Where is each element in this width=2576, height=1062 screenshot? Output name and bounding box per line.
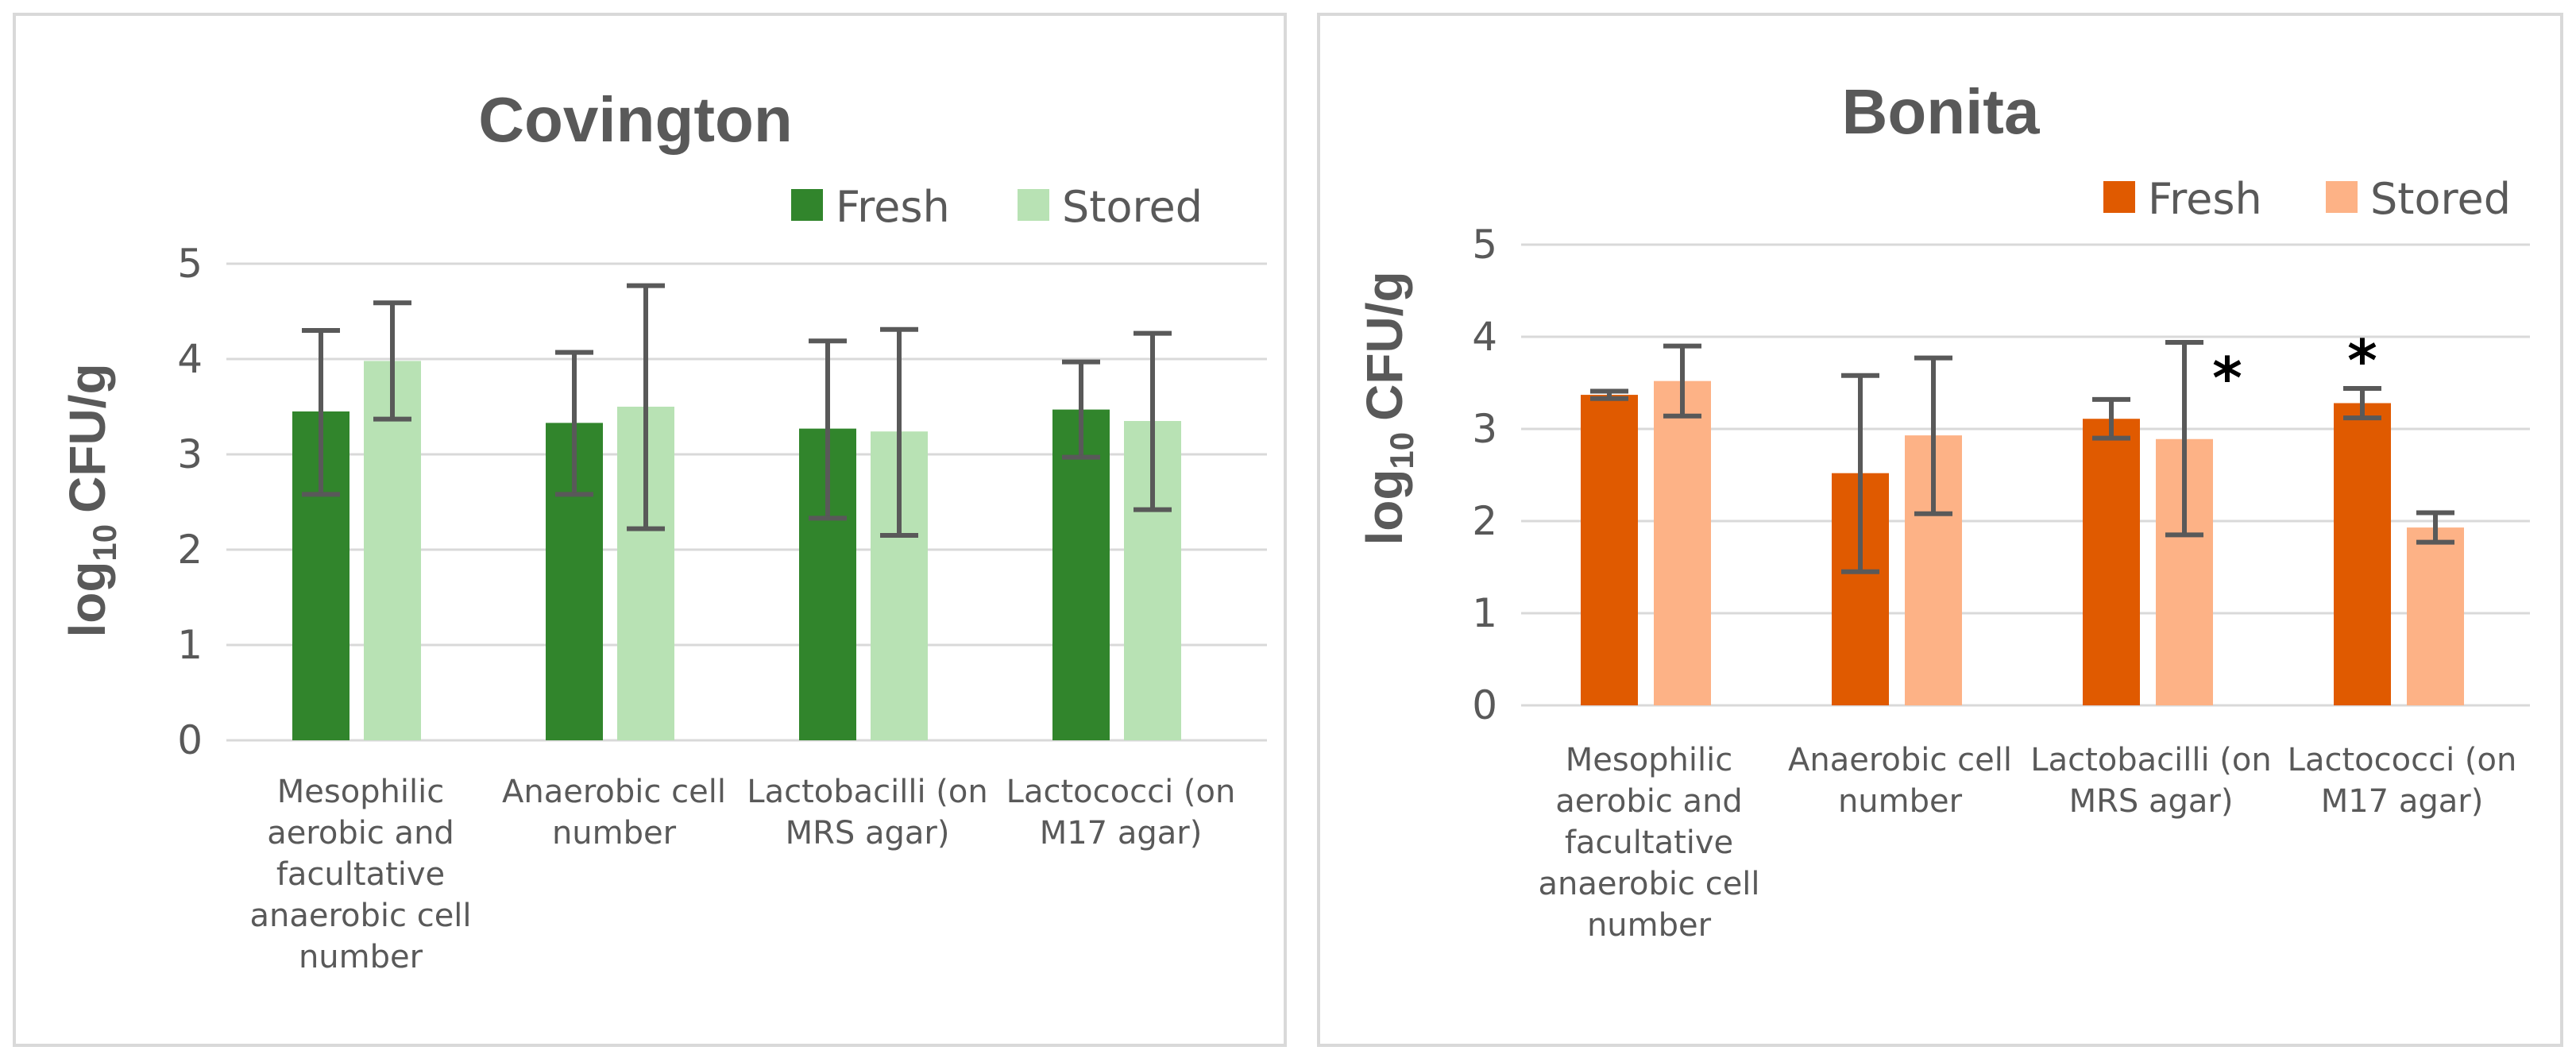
x-category-label: Anaerobic cell number xyxy=(1788,742,2012,820)
y-tick-label: 0 xyxy=(177,717,203,763)
chart-panel-bonita: Bonita Fresh Stored log10 CFU/g 0 1 2 3 4 5 * * M… xyxy=(1317,13,2563,1047)
legend-swatch-fresh xyxy=(2103,181,2135,213)
x-category-label: Mesophilic aerobic and facultative anaerobi… xyxy=(249,774,471,975)
y-tick-label: 5 xyxy=(177,241,203,287)
chart-title: Covington xyxy=(478,84,792,155)
x-category-label: Lactococci (on M17 agar) xyxy=(1006,774,1236,852)
y-axis-label: log10 CFU/g xyxy=(59,363,123,637)
legend-label-fresh: Fresh xyxy=(2148,174,2262,224)
y-tick-label: 5 xyxy=(1472,222,1497,268)
x-category-label: Lactococci (on M17 agar) xyxy=(2288,742,2517,820)
svg-text:log10CFU/g: log10 CFU/g xyxy=(59,363,123,637)
error-bar xyxy=(809,338,847,521)
error-bar xyxy=(1062,359,1100,460)
y-tick-label: 4 xyxy=(1472,314,1497,360)
bar-fresh xyxy=(1581,395,1638,705)
y-axis-label-unit: CFU/g xyxy=(59,363,116,512)
significance-asterisk: * xyxy=(2212,345,2242,411)
x-category-label: Mesophilic aerobic and facultative anaerobi… xyxy=(1538,742,1759,944)
error-bar xyxy=(627,283,665,531)
legend: Fresh Stored xyxy=(791,182,1203,232)
error-bar xyxy=(1663,343,1701,419)
y-tick-label: 0 xyxy=(1472,682,1497,728)
error-bar xyxy=(302,328,340,497)
significance-asterisk: * xyxy=(2347,327,2377,394)
legend-label-stored: Stored xyxy=(2370,174,2511,224)
y-tick-label: 3 xyxy=(177,431,203,477)
y-tick-label: 2 xyxy=(1472,498,1497,544)
y-tick-label: 1 xyxy=(1472,590,1497,636)
y-axis-label-base: log xyxy=(59,562,116,638)
x-category-label: Anaerobic cell number xyxy=(502,774,726,852)
svg-text:log10CFU/g: log10 CFU/g xyxy=(1356,271,1420,545)
legend-label-fresh: Fresh xyxy=(836,182,950,232)
error-bar xyxy=(2343,385,2381,421)
legend-swatch-stored xyxy=(2326,181,2358,213)
legend-swatch-stored xyxy=(1018,189,1049,221)
y-axis-label-unit: CFU/g xyxy=(1356,271,1413,420)
bar-stored xyxy=(1654,380,1711,705)
chart-panel-covington: Covington Fresh Stored log10 CFU/g 0 1 2 3 4 5… xyxy=(13,13,1287,1047)
legend: Fresh Stored xyxy=(2103,174,2511,224)
error-bar xyxy=(2416,510,2454,545)
x-category-label: Lactobacilli (on MRS agar) xyxy=(747,774,987,852)
legend-swatch-fresh xyxy=(791,189,823,221)
error-bar xyxy=(373,300,411,422)
x-category-label: Lactobacilli (on MRS agar) xyxy=(2030,742,2271,820)
y-tick-label: 3 xyxy=(1472,406,1497,452)
legend-label-stored: Stored xyxy=(1062,182,1203,232)
error-bar xyxy=(555,349,593,497)
error-bar xyxy=(2092,396,2130,441)
y-tick-label: 1 xyxy=(177,622,203,668)
error-bar xyxy=(1841,373,1879,574)
bar-fresh xyxy=(2334,403,2391,705)
y-axis-label-base: log xyxy=(1356,469,1413,546)
y-axis-label: log10 CFU/g xyxy=(1356,271,1420,545)
bar-stored xyxy=(2407,527,2464,705)
error-bar xyxy=(1134,330,1172,512)
chart-title: Bonita xyxy=(1842,76,2040,147)
error-bar xyxy=(1914,355,1952,516)
error-bar xyxy=(2165,339,2203,538)
error-bar xyxy=(1590,388,1628,401)
bar-stored xyxy=(364,361,421,740)
y-tick-label: 2 xyxy=(177,527,203,573)
y-tick-label: 4 xyxy=(177,336,203,382)
bar-fresh xyxy=(2083,419,2140,705)
bar-fresh xyxy=(1052,409,1110,740)
error-bar xyxy=(880,326,918,538)
y-axis-label-subscript: 10 xyxy=(86,524,123,562)
y-axis-label-subscript: 10 xyxy=(1383,432,1420,469)
